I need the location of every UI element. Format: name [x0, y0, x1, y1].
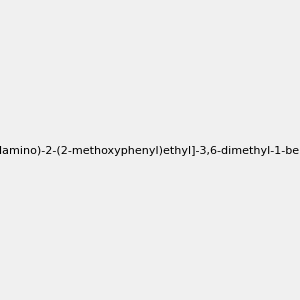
Text: 5-chloro-N-[2-(dimethylamino)-2-(2-methoxyphenyl)ethyl]-3,6-dimethyl-1-benzofura: 5-chloro-N-[2-(dimethylamino)-2-(2-metho…: [0, 146, 300, 157]
